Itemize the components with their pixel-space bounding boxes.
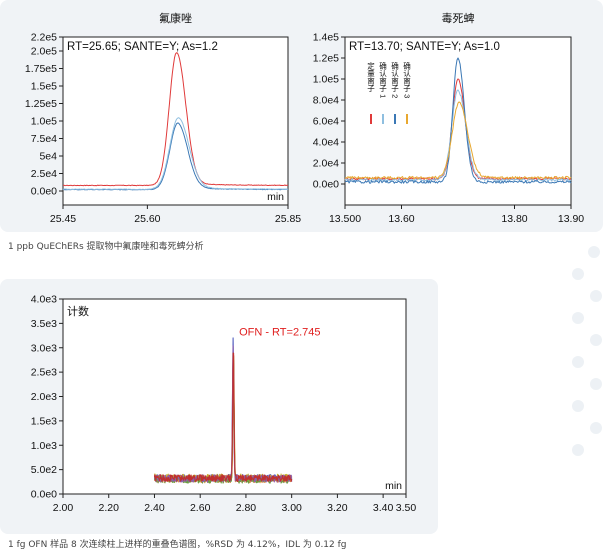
y-tick-label: 1.0e5 <box>313 74 339 86</box>
y-tick-label: 1.5e5 <box>31 81 57 93</box>
y-tick-label: 0.0e0 <box>313 179 339 191</box>
y-tick-label: 0.0e0 <box>31 489 57 501</box>
chart-title: 毒死蜱 <box>442 12 475 25</box>
peak-annotation: RT=25.65; SANTE=Y; As=1.2 <box>67 41 218 53</box>
y-tick-label: 1.2e5 <box>313 53 339 65</box>
x-tick-label: 13.90 <box>558 213 584 225</box>
x-tick-label: 25.85 <box>275 213 301 225</box>
legend-entry: 定量离子 <box>366 61 375 93</box>
series-line-3 <box>344 101 572 180</box>
peak-annotation: RT=13.70; SANTE=Y; As=1.0 <box>349 41 500 53</box>
x-tick-label: 3.50 <box>396 502 417 514</box>
x-tick-label: 25.60 <box>134 213 160 225</box>
decorative-dot <box>572 312 584 324</box>
top-caption: 1 ppb QuEChERs 提取物中氟康唑和毒死蜱分析 <box>8 242 204 252</box>
y-tick-label: 5.0e2 <box>31 464 57 476</box>
decorative-dot <box>572 356 584 368</box>
decorative-dot <box>590 378 602 390</box>
y-tick-label: 2.0e5 <box>31 46 57 58</box>
y-tick-label: 3.0e3 <box>31 342 57 354</box>
x-tick-label: 2.20 <box>99 502 120 514</box>
x-tick-label: 13.80 <box>501 213 527 225</box>
decorative-dot <box>588 246 600 258</box>
decorative-dot <box>590 290 602 302</box>
y-axis-label: 计数 <box>67 305 89 318</box>
series-line-0 <box>63 52 289 187</box>
y-tick-label: 1.75e5 <box>25 63 57 75</box>
x-tick-label: 3.40 <box>373 502 394 514</box>
x-unit-label: min <box>267 191 284 203</box>
y-tick-label: 8.0e4 <box>313 95 339 107</box>
y-tick-label: 1.4e5 <box>313 32 339 44</box>
x-tick-label: 25.45 <box>50 213 76 225</box>
x-tick-label: 3.00 <box>281 502 302 514</box>
x-tick-label: 2.40 <box>144 502 165 514</box>
x-unit-label: min <box>385 480 402 492</box>
x-tick-label: 2.00 <box>53 502 74 514</box>
y-tick-label: 2.2e5 <box>31 32 57 44</box>
decorative-dot <box>572 268 584 280</box>
y-tick-label: 2.0e3 <box>31 391 57 403</box>
y-tick-label: 3.5e3 <box>31 318 57 330</box>
y-tick-label: 1.0e3 <box>31 440 57 452</box>
y-tick-label: 4.0e3 <box>31 294 57 306</box>
series-line-7 <box>153 352 293 483</box>
legend-entry: 确认离子 2 <box>390 61 399 99</box>
peak-annotation: OFN - RT=2.745 <box>239 327 320 339</box>
x-tick-label: 2.60 <box>190 502 211 514</box>
y-tick-label: 2.5e3 <box>31 367 57 379</box>
legend-entry: 确认离子 1 <box>378 61 387 99</box>
legend-entry: 确认离子 3 <box>402 61 411 99</box>
y-tick-label: 1.0e5 <box>31 116 57 128</box>
decorative-dot <box>572 400 584 412</box>
y-tick-label: 7.5e4 <box>31 133 57 145</box>
y-tick-label: 1.5e3 <box>31 415 57 427</box>
bottom-caption: 1 fg OFN 样品 8 次连续柱上进样的重叠色谱图，%RSD 为 4.12%… <box>8 540 347 550</box>
y-tick-label: 4.0e4 <box>313 137 339 149</box>
x-tick-label: 2.80 <box>236 502 257 514</box>
x-tick-label: 13.500 <box>329 213 361 225</box>
decorative-dot <box>590 422 602 434</box>
x-tick-label: 3.20 <box>327 502 348 514</box>
y-tick-label: 2.0e4 <box>313 158 339 170</box>
series-line-2 <box>344 57 572 184</box>
y-tick-label: 5e4 <box>39 151 57 163</box>
y-tick-label: 0.0e0 <box>31 186 57 198</box>
x-tick-label: 13.60 <box>388 213 414 225</box>
decorative-dot <box>590 334 602 346</box>
y-tick-label: 2.5e4 <box>31 168 57 180</box>
series-line-2 <box>62 117 289 190</box>
y-tick-label: 1.25e5 <box>25 98 57 110</box>
decorative-dot <box>572 444 584 456</box>
y-tick-label: 6.0e4 <box>313 116 339 128</box>
chart-title: 氟康唑 <box>159 11 192 25</box>
